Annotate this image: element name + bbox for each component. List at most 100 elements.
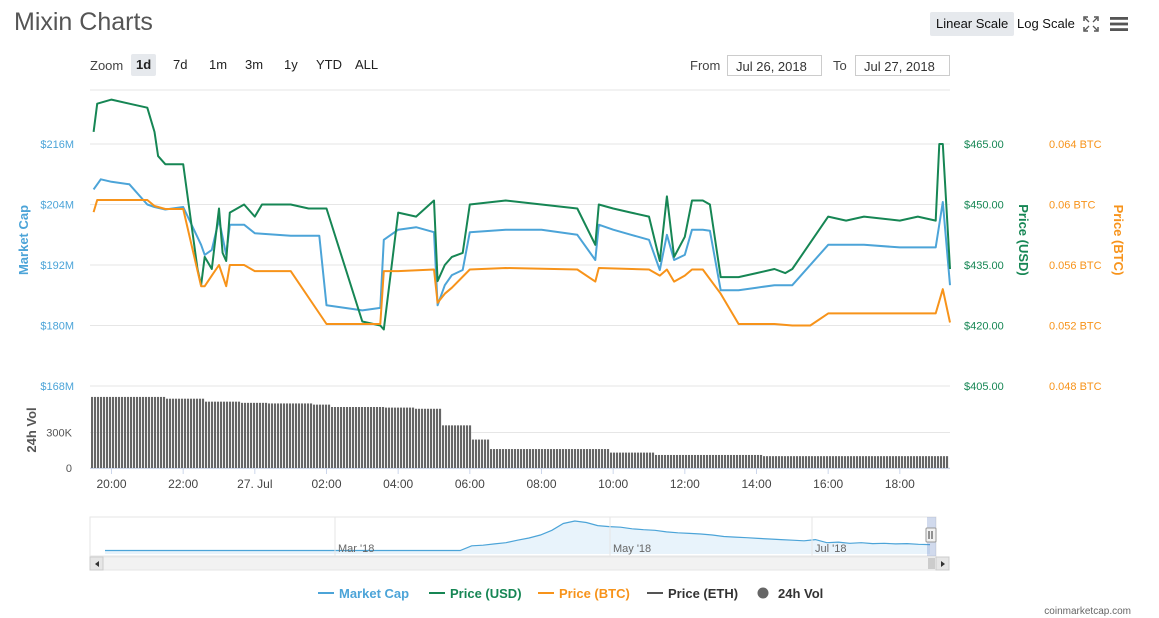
volume-bar — [649, 452, 652, 468]
volume-bar — [247, 402, 250, 468]
volume-bar — [382, 406, 385, 468]
volume-bar — [331, 406, 334, 468]
volume-bar — [289, 403, 292, 468]
volume-bar — [298, 403, 301, 468]
volume-bar — [733, 454, 736, 468]
zoom-1m-button[interactable]: 1m — [209, 57, 228, 72]
volume-bar — [403, 407, 406, 468]
zoom-1y-button[interactable]: 1y — [284, 57, 298, 72]
volume-bar — [436, 408, 439, 468]
price-usd-tick-label: $420.00 — [964, 321, 1004, 333]
volume-bar — [676, 454, 679, 468]
volume-bar — [172, 398, 175, 468]
volume-bar — [817, 456, 820, 468]
volume-bar — [751, 454, 754, 468]
volume-bar — [646, 452, 649, 468]
volume-bar — [916, 456, 919, 468]
volume-bar — [487, 439, 490, 468]
fullscreen-icon[interactable] — [1083, 16, 1099, 32]
volume-bar — [112, 396, 115, 468]
volume-bar — [451, 425, 454, 468]
volume-bar — [391, 407, 394, 468]
volume-bar — [553, 449, 556, 468]
volume-bar — [565, 449, 568, 468]
volume-bar — [181, 398, 184, 468]
legend-item-label: Market Cap — [339, 586, 409, 601]
volume-bar — [481, 439, 484, 468]
volume-bar — [610, 452, 613, 468]
volume-bar — [517, 449, 520, 468]
volume-bar — [127, 396, 130, 468]
volume-bar — [526, 449, 529, 468]
volume-bar — [772, 456, 775, 468]
volume-bar — [244, 402, 247, 468]
volume-bar — [925, 456, 928, 468]
navigator[interactable]: Mar '18 May '18 Jul '18 — [89, 516, 950, 571]
volume-bar — [886, 456, 889, 468]
volume-bar — [862, 456, 865, 468]
zoom-3m-button[interactable]: 3m — [245, 57, 264, 72]
market-cap-tick-label: $204M — [40, 200, 74, 212]
volume-bar — [379, 406, 382, 468]
volume-bar — [199, 398, 202, 468]
volume-bar — [274, 403, 277, 468]
navigator-tick-label: May '18 — [613, 543, 651, 555]
hamburger-menu-icon[interactable] — [1109, 16, 1129, 32]
from-date-input[interactable]: Jul 26, 2018 — [727, 55, 822, 76]
volume-bar — [811, 456, 814, 468]
volume-bar — [718, 454, 721, 468]
volume-bar — [445, 425, 448, 468]
volume-bar — [427, 408, 430, 468]
volume-bar — [808, 456, 811, 468]
volume-bar — [160, 396, 163, 468]
linear-scale-button[interactable]: Linear Scale — [930, 12, 1015, 36]
volume-bar — [466, 425, 469, 468]
volume-bar — [529, 449, 532, 468]
volume-bar — [490, 449, 493, 468]
volume-bar — [433, 408, 436, 468]
price-usd-tick-label: $405.00 — [964, 381, 1004, 393]
volume-bar — [136, 396, 139, 468]
volume-bar — [739, 454, 742, 468]
zoom-ytd-button[interactable]: YTD — [316, 57, 342, 72]
volume-bar — [439, 408, 442, 468]
zoom-all-button[interactable]: ALL — [355, 57, 379, 72]
volume-bar — [826, 456, 829, 468]
volume-bar — [661, 454, 664, 468]
legend-item-label: Price (BTC) — [559, 586, 630, 601]
zoom-7d-button[interactable]: 7d — [173, 57, 188, 72]
volume-bar — [868, 456, 871, 468]
volume-bar — [913, 456, 916, 468]
volume-bar — [712, 454, 715, 468]
volume-bar — [142, 396, 145, 468]
log-scale-button[interactable]: Log Scale — [1017, 16, 1075, 31]
zoom-label: Zoom — [90, 58, 124, 73]
volume-bar — [607, 449, 610, 468]
x-tick-label: 06:00 — [455, 477, 485, 491]
volume-bar — [556, 449, 559, 468]
volume-bar — [151, 396, 154, 468]
volume-bar — [685, 454, 688, 468]
volume-bar — [592, 449, 595, 468]
volume-bar — [589, 449, 592, 468]
volume-bar — [394, 407, 397, 468]
to-date-input[interactable]: Jul 27, 2018 — [855, 55, 950, 76]
x-tick-label: 20:00 — [96, 477, 126, 491]
volume-bar — [769, 456, 772, 468]
price-btc-tick-label: 0.052 BTC — [1049, 321, 1102, 333]
zoom-1d-button[interactable]: 1d — [131, 54, 157, 76]
volume-bar — [424, 408, 427, 468]
volume-bar — [541, 449, 544, 468]
volume-bar — [820, 456, 823, 468]
price-usd-axis-title: Price (USD) — [1016, 204, 1031, 276]
volume-bar — [787, 456, 790, 468]
volume-bar — [184, 398, 187, 468]
volume-bar — [538, 449, 541, 468]
volume-bar — [844, 456, 847, 468]
volume-bar — [586, 449, 589, 468]
market-cap-tick-label: $180M — [40, 321, 74, 333]
volume-bar — [568, 449, 571, 468]
volume-bar — [613, 452, 616, 468]
volume-bar — [94, 396, 97, 468]
price-btc-tick-label: 0.056 BTC — [1049, 260, 1102, 272]
